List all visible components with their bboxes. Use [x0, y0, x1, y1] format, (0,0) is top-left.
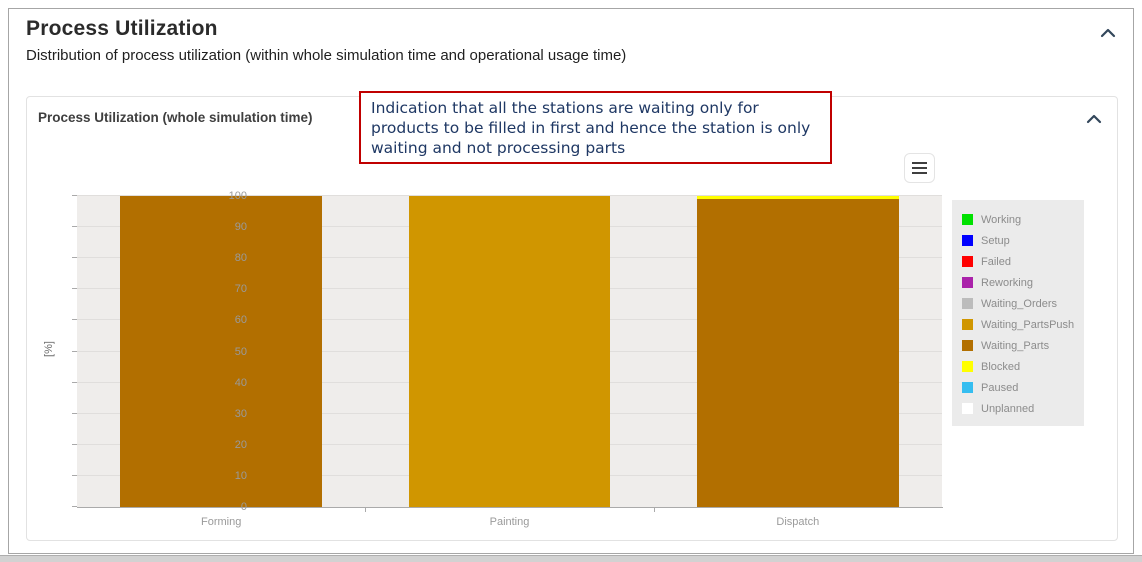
bar-segment-blocked	[696, 196, 899, 200]
x-category-label: Dispatch	[776, 516, 820, 528]
annotation-callout: Indication that all the stations are wai…	[359, 91, 832, 164]
y-tick-label: 50	[234, 345, 247, 358]
legend-label: Working	[981, 213, 1022, 226]
legend-label: Waiting_Parts	[981, 339, 1050, 352]
bar-segment-waiting_parts	[696, 199, 899, 507]
bar-segment-waiting_parts	[120, 196, 323, 507]
legend-label: Blocked	[981, 360, 1021, 373]
bar-segment-waiting_partspush	[408, 196, 611, 507]
y-axis-tick	[72, 381, 77, 383]
x-category-label: Painting	[489, 516, 530, 528]
y-axis-tick	[72, 350, 77, 352]
page-title: Process Utilization	[26, 17, 218, 40]
y-axis-tick	[72, 412, 77, 414]
bar-dispatch	[696, 196, 899, 507]
y-tick-label: 80	[234, 252, 247, 265]
y-tick-label: 0	[240, 501, 247, 513]
legend-item-unplanned[interactable]: Unplanned	[962, 398, 1084, 419]
legend-label: Setup	[981, 234, 1010, 247]
legend-swatch	[962, 256, 973, 267]
chevron-up-icon	[1100, 28, 1116, 37]
y-axis-tick	[72, 257, 77, 259]
x-axis-tick	[365, 507, 367, 512]
legend-label: Unplanned	[981, 402, 1035, 415]
x-axis-line	[77, 507, 943, 508]
legend-item-waiting_partspush[interactable]: Waiting_PartsPush	[962, 314, 1084, 335]
y-axis-tick	[72, 319, 77, 321]
page-subtitle: Distribution of process utilization (wit…	[26, 47, 627, 64]
chart-card: Process Utilization (whole simulation ti…	[26, 96, 1118, 541]
x-axis-tick	[653, 507, 655, 512]
legend-label: Paused	[981, 381, 1019, 394]
y-tick-label: 100	[228, 190, 247, 202]
legend-swatch	[962, 340, 973, 351]
chart-legend: Working Setup Failed Reworking Waiting_Order…	[952, 200, 1084, 426]
legend-label: Reworking	[981, 276, 1033, 289]
y-axis-tick	[72, 506, 77, 507]
y-tick-label: 60	[234, 314, 247, 327]
legend-swatch	[962, 298, 973, 309]
bar-forming	[120, 196, 323, 507]
legend-swatch	[962, 235, 973, 246]
legend-item-waiting_parts[interactable]: Waiting_Parts	[962, 335, 1084, 356]
chart-options-button[interactable]	[904, 153, 935, 183]
x-category-label: Forming	[200, 516, 242, 528]
y-axis-tick	[72, 288, 77, 290]
hamburger-icon	[912, 162, 927, 164]
y-tick-label: 70	[234, 283, 247, 296]
y-axis-tick	[72, 195, 77, 196]
legend-label: Failed	[981, 255, 1011, 268]
y-tick-label: 10	[234, 469, 247, 482]
legend-swatch	[962, 319, 973, 330]
y-axis-tick	[72, 226, 77, 228]
chart-card-title: Process Utilization (whole simulation ti…	[38, 110, 313, 125]
legend-item-blocked[interactable]: Blocked	[962, 356, 1084, 377]
legend-label: Waiting_PartsPush	[981, 318, 1075, 331]
panel-collapse-button[interactable]	[1097, 23, 1119, 45]
bar-painting	[408, 196, 611, 507]
legend-item-failed[interactable]: Failed	[962, 251, 1084, 272]
legend-item-reworking[interactable]: Reworking	[962, 272, 1084, 293]
y-axis-tick	[72, 474, 77, 476]
legend-item-waiting_orders[interactable]: Waiting_Orders	[962, 293, 1084, 314]
y-tick-label: 40	[234, 376, 247, 389]
page-bottom-strip	[0, 555, 1142, 562]
legend-swatch	[962, 361, 973, 372]
y-axis-title: [%]	[42, 341, 55, 357]
process-utilization-panel: Process Utilization Distribution of proc…	[8, 8, 1134, 554]
legend-swatch	[962, 214, 973, 225]
y-tick-label: 90	[234, 221, 247, 234]
annotation-text: Indication that all the stations are wai…	[371, 99, 811, 158]
legend-swatch	[962, 277, 973, 288]
hamburger-icon	[912, 167, 927, 169]
legend-item-paused[interactable]: Paused	[962, 377, 1084, 398]
legend-label: Waiting_Orders	[981, 297, 1058, 310]
legend-item-working[interactable]: Working	[962, 209, 1084, 230]
y-axis-tick	[72, 443, 77, 445]
y-tick-label: 20	[234, 438, 247, 451]
gridline	[77, 195, 942, 196]
legend-swatch	[962, 403, 973, 414]
y-tick-label: 30	[234, 407, 247, 420]
chevron-up-icon	[1086, 114, 1102, 123]
legend-swatch	[962, 382, 973, 393]
chart-collapse-button[interactable]	[1083, 109, 1105, 131]
legend-item-setup[interactable]: Setup	[962, 230, 1084, 251]
plot-area	[72, 195, 942, 512]
hamburger-icon	[912, 172, 927, 174]
